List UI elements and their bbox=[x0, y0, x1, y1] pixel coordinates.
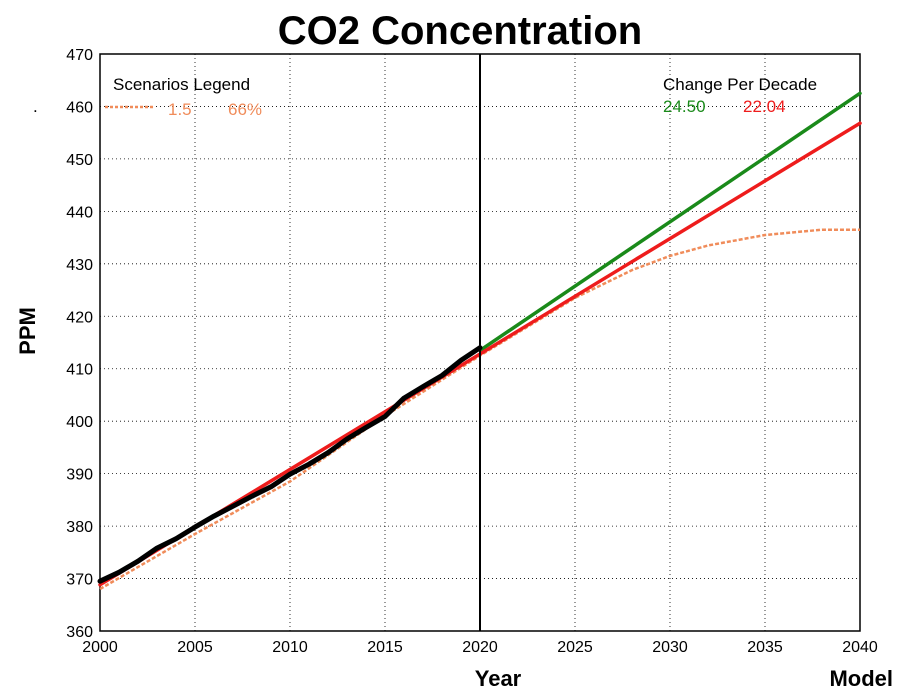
x-tick-label-2025: 2025 bbox=[557, 639, 593, 656]
x-axis-title: Year bbox=[475, 666, 522, 691]
y-tick-label-410: 410 bbox=[66, 362, 93, 379]
x-tick-label-2005: 2005 bbox=[177, 639, 213, 656]
chart-title: CO2 Concentration bbox=[278, 9, 642, 53]
scenarios-legend-title: Scenarios Legend bbox=[113, 75, 250, 94]
series-line-observed bbox=[97, 345, 483, 584]
model-corner-label: Model bbox=[829, 666, 893, 691]
y-tick-label-390: 390 bbox=[66, 467, 93, 484]
change-per-decade-title: Change Per Decade bbox=[663, 75, 817, 94]
legend-label-66-percent: 66% bbox=[228, 100, 262, 119]
y-axis-title: PPM bbox=[15, 307, 40, 355]
y-tick-label-460: 460 bbox=[66, 99, 93, 116]
y-tick-label-360: 360 bbox=[66, 624, 93, 641]
change-per-decade-legend: Change Per Decade 24.50 22.04 bbox=[663, 75, 817, 116]
red-rate-value: 22.04 bbox=[743, 97, 786, 116]
y-tick-label-430: 430 bbox=[66, 257, 93, 274]
green-rate-value: 24.50 bbox=[663, 97, 706, 116]
legend-label-1-5: 1.5 bbox=[168, 100, 192, 119]
y-tick-label-420: 420 bbox=[66, 309, 93, 326]
x-tick-label-2035: 2035 bbox=[747, 639, 783, 656]
y-tick-label-380: 380 bbox=[66, 519, 93, 536]
y-tick-label-370: 370 bbox=[66, 572, 93, 589]
x-tick-label-2015: 2015 bbox=[367, 639, 403, 656]
series-line-scenario-1-5 bbox=[99, 228, 860, 591]
scenarios-legend: Scenarios Legend . 1.5 66% bbox=[33, 75, 262, 119]
series-line-trend-green bbox=[478, 91, 862, 353]
y-tick-label-400: 400 bbox=[66, 414, 93, 431]
y-tick-label-440: 440 bbox=[66, 204, 93, 221]
y-tick-label-470: 470 bbox=[66, 47, 93, 64]
legend-marker-dot: . bbox=[33, 97, 38, 116]
x-tick-label-2030: 2030 bbox=[652, 639, 688, 656]
y-tick-label-450: 450 bbox=[66, 152, 93, 169]
y-tick-labels: 360 370 380 390 400 410 420 430 440 450 460 470 bbox=[66, 47, 93, 641]
x-tick-label-2020: 2020 bbox=[462, 639, 498, 656]
x-tick-label-2000: 2000 bbox=[82, 639, 118, 656]
x-tick-label-2040: 2040 bbox=[842, 639, 878, 656]
x-tick-labels: 2000 2005 2010 2015 2020 2025 2030 2035 2040 bbox=[82, 639, 878, 656]
x-tick-label-2010: 2010 bbox=[272, 639, 308, 656]
